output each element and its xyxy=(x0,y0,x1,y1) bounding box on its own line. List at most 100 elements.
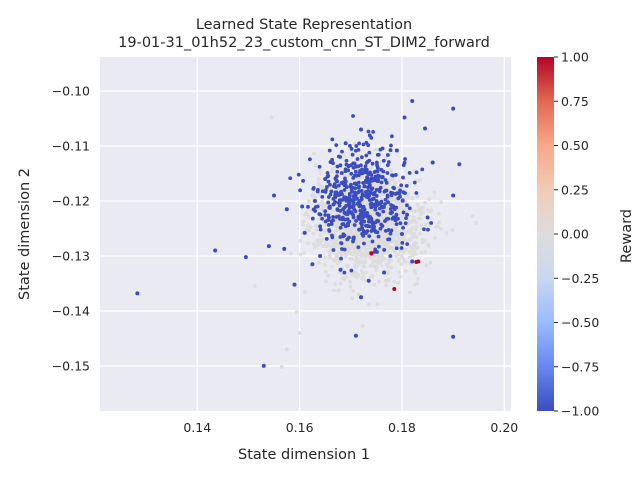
y-tick-label: −0.13 xyxy=(52,248,90,263)
data-point xyxy=(389,228,394,233)
data-point xyxy=(327,205,332,210)
data-point xyxy=(379,216,383,221)
data-point xyxy=(377,189,382,194)
data-point xyxy=(292,282,297,287)
data-point xyxy=(338,208,343,213)
data-point xyxy=(353,264,357,268)
data-point xyxy=(349,271,354,276)
data-point xyxy=(369,166,374,170)
data-point xyxy=(358,163,363,168)
data-point xyxy=(450,228,455,232)
data-point xyxy=(401,225,405,230)
data-point xyxy=(368,208,372,213)
data-point xyxy=(362,184,367,189)
chart-subtitle: 19-01-31_01h52_23_custom_cnn_ST_DIM2_for… xyxy=(118,35,490,51)
data-point xyxy=(370,261,375,266)
data-point xyxy=(409,244,414,249)
data-point xyxy=(325,171,330,175)
data-point xyxy=(349,228,354,233)
data-point xyxy=(351,165,356,170)
data-point xyxy=(367,133,372,138)
data-point xyxy=(302,289,307,294)
data-point xyxy=(374,183,379,188)
data-point xyxy=(334,244,338,249)
data-point xyxy=(331,215,336,219)
data-point xyxy=(370,258,375,263)
data-point xyxy=(365,224,370,228)
data-point xyxy=(401,163,406,167)
data-point xyxy=(334,215,339,219)
data-point xyxy=(345,237,350,242)
data-point xyxy=(342,277,347,282)
data-point xyxy=(318,224,323,229)
data-point xyxy=(333,176,338,181)
data-point xyxy=(338,186,342,191)
data-point xyxy=(353,250,358,254)
data-point xyxy=(284,207,289,212)
data-point xyxy=(356,232,361,237)
data-point xyxy=(313,209,318,213)
data-point xyxy=(327,148,332,153)
data-point xyxy=(317,164,322,169)
data-point xyxy=(378,193,382,197)
data-point xyxy=(327,228,332,232)
data-point xyxy=(306,214,311,219)
data-point xyxy=(400,198,405,203)
data-point xyxy=(355,273,360,278)
data-point xyxy=(356,245,361,250)
data-point xyxy=(302,230,307,235)
data-point xyxy=(371,129,376,134)
data-point xyxy=(326,213,331,218)
data-point xyxy=(347,191,352,196)
data-point xyxy=(357,141,362,146)
data-point xyxy=(324,269,328,274)
data-point xyxy=(339,180,344,185)
data-point xyxy=(424,263,429,268)
data-point xyxy=(335,179,340,184)
data-point xyxy=(399,262,404,267)
data-point xyxy=(407,170,412,175)
data-point xyxy=(354,219,358,223)
data-point xyxy=(336,288,341,293)
data-point xyxy=(311,185,316,190)
data-point xyxy=(351,161,356,166)
data-point xyxy=(396,259,401,263)
data-point xyxy=(383,278,388,283)
data-point xyxy=(389,134,394,139)
data-point xyxy=(389,143,393,148)
data-point xyxy=(364,194,369,199)
data-point xyxy=(347,203,351,208)
data-point xyxy=(304,211,309,216)
data-point xyxy=(243,255,248,260)
data-point xyxy=(349,146,354,151)
data-point xyxy=(470,214,475,219)
data-point xyxy=(362,237,367,242)
data-point xyxy=(385,153,390,157)
data-point xyxy=(384,180,389,185)
data-point xyxy=(343,179,348,184)
data-point xyxy=(423,200,428,205)
data-point xyxy=(418,178,422,183)
data-point xyxy=(336,183,341,188)
data-point xyxy=(406,230,411,235)
colorbar-tick-label: −0.50 xyxy=(561,315,599,330)
data-point xyxy=(414,225,419,229)
data-point xyxy=(403,259,408,264)
data-point xyxy=(354,254,358,258)
data-point xyxy=(411,214,416,219)
data-point xyxy=(364,213,369,218)
data-point xyxy=(474,221,479,226)
data-point xyxy=(400,240,405,245)
data-point xyxy=(394,242,399,247)
data-point xyxy=(379,247,383,252)
data-point xyxy=(394,253,398,258)
data-point xyxy=(412,249,417,254)
colorbar-tick-label: 1.00 xyxy=(561,50,589,65)
data-point xyxy=(334,218,339,223)
data-point xyxy=(412,268,417,273)
data-point xyxy=(331,218,335,223)
data-point xyxy=(372,264,377,269)
data-point xyxy=(352,273,356,278)
data-point xyxy=(348,284,353,289)
data-point xyxy=(373,204,378,209)
